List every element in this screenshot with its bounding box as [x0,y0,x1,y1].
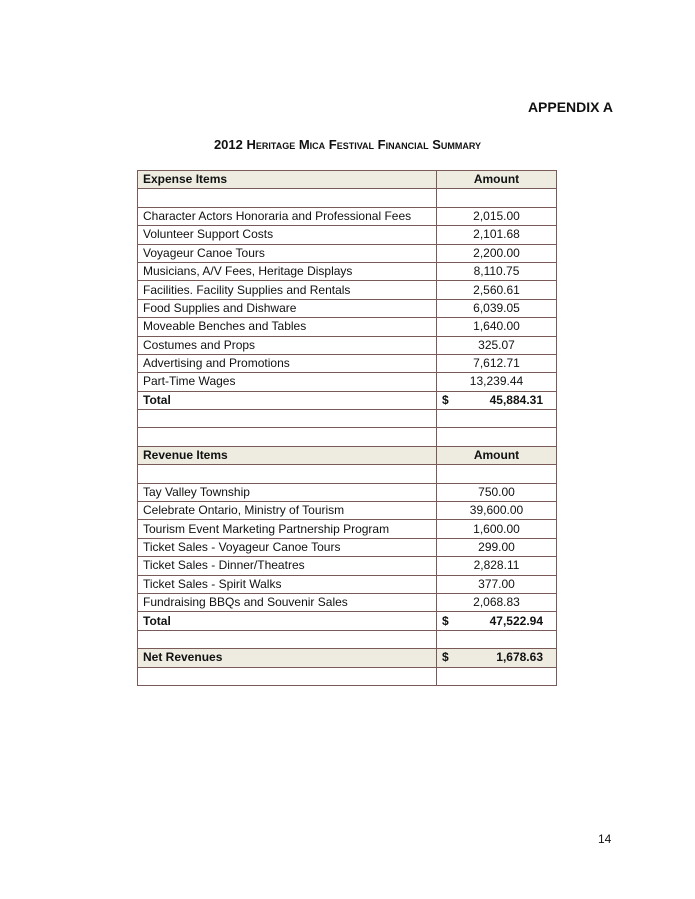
expense-row: Musicians, A/V Fees, Heritage Displays 8,… [137,261,557,282]
item-amount [436,464,557,484]
currency-symbol: $ [442,650,449,665]
item-amount [436,409,557,429]
item-label [137,629,437,650]
item-amount [436,666,557,686]
item-amount: Amount [436,445,557,466]
revenue-row: Tay Valley Township 750.00 [137,482,557,503]
item-amount: 2,068.83 [436,592,557,613]
empty-row [137,666,557,686]
item-amount: $45,884.31 [436,390,557,411]
empty-row [137,464,557,484]
item-label [137,188,437,208]
revenue-row: Ticket Sales - Spirit Walks 377.00 [137,574,557,594]
item-amount: 750.00 [436,482,557,503]
item-amount [436,629,557,650]
item-label: Voyageur Canoe Tours [137,243,437,263]
expense-row: Food Supplies and Dishware 6,039.05 [137,298,557,319]
revenue-row: Celebrate Ontario, Ministry of Tourism 39… [137,501,557,521]
empty-row [137,427,557,447]
revenue-total-row: Total $47,522.94 [137,611,557,631]
financial-summary-table: Expense Items Amount Character Actors Hono… [137,169,557,686]
item-amount: Amount [436,169,557,190]
item-label [137,409,437,429]
item-label: Fundraising BBQs and Souvenir Sales [137,592,437,613]
item-label: Ticket Sales - Spirit Walks [137,574,437,594]
item-label: Part-Time Wages [137,372,437,392]
expense-row: Moveable Benches and Tables 1,640.00 [137,317,557,337]
item-amount [436,427,557,447]
item-amount: 13,239.44 [436,372,557,392]
item-label: Ticket Sales - Voyageur Canoe Tours [137,537,437,558]
empty-row [137,188,557,208]
item-label: Moveable Benches and Tables [137,317,437,337]
item-label: Costumes and Props [137,335,437,355]
revenue-row: Ticket Sales - Dinner/Theatres 2,828.11 [137,556,557,576]
expense-row: Facilities. Facility Supplies and Rental… [137,280,557,300]
item-label [137,666,437,686]
total-value: 47,522.94 [489,613,543,628]
item-label: Total [137,611,437,631]
appendix-label: APPENDIX A [527,99,613,115]
expense-row: Costumes and Props 325.07 [137,335,557,355]
item-label: Net Revenues [137,648,437,668]
item-label: Character Actors Honoraria and Professio… [137,206,437,227]
empty-row [137,409,557,429]
expense-row: Voyageur Canoe Tours 2,200.00 [137,243,557,263]
item-label [137,464,437,484]
revenue-row: Ticket Sales - Voyageur Canoe Tours 299.0… [137,537,557,558]
item-amount: 2,828.11 [436,556,557,576]
item-label: Food Supplies and Dishware [137,298,437,319]
item-label: Tay Valley Township [137,482,437,503]
item-label: Total [137,390,437,411]
item-label: Revenue Items [137,445,437,466]
item-amount: 1,640.00 [436,317,557,337]
item-label: Celebrate Ontario, Ministry of Tourism [137,501,437,521]
expense-row: Character Actors Honoraria and Professio… [137,206,557,227]
item-amount: 2,200.00 [436,243,557,263]
item-amount: $1,678.63 [436,648,557,668]
item-amount: 1,600.00 [436,519,557,539]
revenue-row: Fundraising BBQs and Souvenir Sales 2,068… [137,592,557,613]
page-number: 14 [598,832,612,846]
revenue-row: Tourism Event Marketing Partnership Prog… [137,519,557,539]
total-value: 45,884.31 [489,392,543,407]
item-label: Facilities. Facility Supplies and Rental… [137,280,437,300]
revenue-header-row: Revenue Items Amount [137,445,557,466]
expense-total-row: Total $45,884.31 [137,390,557,411]
page-title: 2012 Heritage Mica Festival Financial Su… [213,137,482,152]
item-amount: 7,612.71 [436,353,557,374]
item-amount: 2,101.68 [436,225,557,245]
item-label: Advertising and Promotions [137,353,437,374]
item-label: Musicians, A/V Fees, Heritage Displays [137,261,437,282]
item-amount: 6,039.05 [436,298,557,319]
net-revenue-row: Net Revenues $1,678.63 [137,648,557,668]
total-value: 1,678.63 [496,650,543,665]
item-amount: 299.00 [436,537,557,558]
item-amount: 2,560.61 [436,280,557,300]
item-amount: 39,600.00 [436,501,557,521]
item-amount: 8,110.75 [436,261,557,282]
currency-symbol: $ [442,613,449,628]
item-label: Expense Items [137,169,437,190]
expense-row: Advertising and Promotions 7,612.71 [137,353,557,374]
item-label [137,427,437,447]
expense-header-row: Expense Items Amount [137,169,557,190]
expense-row: Volunteer Support Costs 2,101.68 [137,225,557,245]
item-amount: 325.07 [436,335,557,355]
item-amount [436,188,557,208]
item-label: Volunteer Support Costs [137,225,437,245]
empty-row [137,629,557,650]
item-label: Tourism Event Marketing Partnership Prog… [137,519,437,539]
item-amount: 2,015.00 [436,206,557,227]
item-amount: $47,522.94 [436,611,557,631]
expense-row: Part-Time Wages 13,239.44 [137,372,557,392]
item-label: Ticket Sales - Dinner/Theatres [137,556,437,576]
currency-symbol: $ [442,392,449,407]
item-amount: 377.00 [436,574,557,594]
